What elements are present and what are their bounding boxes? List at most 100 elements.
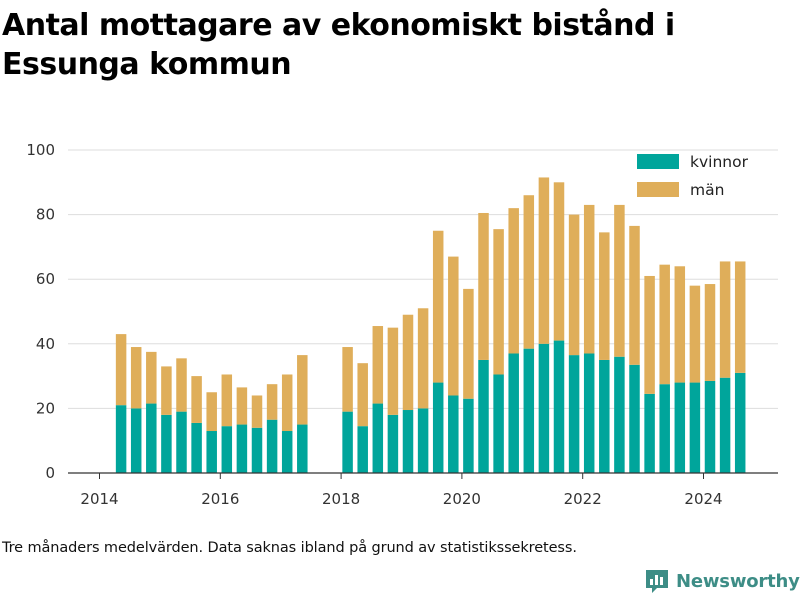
x-tick-label: 2020 xyxy=(443,490,481,508)
legend-label: kvinnor xyxy=(690,153,749,171)
bar-kvinnor xyxy=(599,359,610,473)
bar-man xyxy=(297,355,308,425)
legend-swatch xyxy=(637,154,679,169)
y-tick-label: 100 xyxy=(26,141,55,159)
bar-man xyxy=(417,308,429,409)
bar-kvinnor xyxy=(146,403,157,473)
bar-man xyxy=(281,374,293,432)
bar-man xyxy=(130,347,142,409)
newsworthy-brand[interactable]: Newsworthy xyxy=(644,568,800,594)
x-tick-label: 2016 xyxy=(201,490,239,508)
bar-man xyxy=(659,264,670,385)
legend-label: män xyxy=(690,181,724,199)
bar-man xyxy=(719,261,731,378)
bar-man xyxy=(236,387,248,425)
bar-kvinnor xyxy=(115,405,127,473)
bar-kvinnor xyxy=(297,424,308,473)
bar-kvinnor xyxy=(206,431,217,473)
bar-kvinnor xyxy=(493,374,504,473)
bar-kvinnor xyxy=(614,356,625,473)
bar-man xyxy=(568,214,580,356)
bar-kvinnor xyxy=(478,359,489,473)
bar-man xyxy=(599,232,610,360)
y-tick-label: 0 xyxy=(45,464,55,482)
bar-man xyxy=(508,208,519,354)
bar-kvinnor xyxy=(659,384,670,473)
bar-man xyxy=(387,327,399,415)
bar-kvinnor xyxy=(130,408,142,473)
bar-kvinnor xyxy=(191,422,202,473)
brand-name: Newsworthy xyxy=(676,570,800,592)
footnote: Tre månaders medelvärden. Data saknas ib… xyxy=(2,540,577,556)
bar-kvinnor xyxy=(161,414,172,473)
bar-kvinnor xyxy=(463,398,474,473)
bar-man xyxy=(629,225,640,365)
bar-kvinnor xyxy=(251,427,263,473)
bar-man xyxy=(583,204,595,354)
bar-man xyxy=(251,395,263,428)
bar-man xyxy=(463,288,474,399)
bar-kvinnor xyxy=(402,410,414,473)
bar-man xyxy=(538,177,550,344)
bar-man xyxy=(115,334,127,406)
bar-kvinnor xyxy=(266,419,278,473)
x-tick-label: 2024 xyxy=(684,490,722,508)
x-tick-label: 2022 xyxy=(564,490,602,508)
bar-kvinnor xyxy=(236,424,248,473)
bar-man xyxy=(704,284,716,381)
bar-man xyxy=(448,256,459,396)
y-tick-label: 40 xyxy=(36,335,55,353)
y-tick-label: 60 xyxy=(36,270,55,288)
bar-man xyxy=(206,392,217,432)
bar-man xyxy=(432,230,444,383)
bar-man xyxy=(372,326,384,404)
legend: kvinnor män xyxy=(637,153,749,199)
bar-kvinnor xyxy=(629,364,640,473)
bar-man xyxy=(176,358,187,412)
bar-series xyxy=(115,177,746,473)
bar-man xyxy=(161,366,172,415)
legend-swatch xyxy=(637,182,679,197)
bar-man xyxy=(674,266,686,383)
bar-kvinnor xyxy=(176,411,187,473)
bar-kvinnor xyxy=(281,431,293,473)
y-axis-ticks: 0 20 40 60 80 100 xyxy=(26,141,55,482)
bar-man xyxy=(342,347,353,412)
bar-kvinnor xyxy=(508,353,519,473)
x-tick-label: 2018 xyxy=(322,490,360,508)
bar-man xyxy=(493,229,504,375)
bar-man xyxy=(614,204,625,357)
bar-kvinnor xyxy=(387,414,399,473)
y-tick-label: 80 xyxy=(36,206,55,224)
bar-kvinnor xyxy=(357,426,368,473)
chart-title: Antal mottagare av ekonomiskt bistånd i … xyxy=(2,8,675,82)
bar-kvinnor xyxy=(674,382,686,473)
bar-kvinnor xyxy=(704,380,716,473)
bar-man xyxy=(689,285,701,383)
newsworthy-logo-icon xyxy=(644,568,670,594)
x-tick-label: 2014 xyxy=(80,490,118,508)
bar-kvinnor xyxy=(644,393,655,473)
bar-man xyxy=(523,195,535,349)
bar-kvinnor xyxy=(448,395,459,473)
bar-man xyxy=(357,363,368,427)
bar-kvinnor xyxy=(568,355,580,473)
bar-kvinnor xyxy=(372,403,384,473)
y-tick-label: 20 xyxy=(36,399,55,417)
bar-kvinnor xyxy=(583,353,595,473)
bar-kvinnor xyxy=(553,340,565,473)
bar-kvinnor xyxy=(342,411,353,473)
bar-kvinnor xyxy=(417,408,429,473)
bar-man xyxy=(553,182,565,341)
bar-man xyxy=(644,275,655,394)
bar-man xyxy=(478,212,489,360)
bar-man xyxy=(146,351,157,404)
bar-kvinnor xyxy=(719,377,731,473)
bar-man xyxy=(266,384,278,420)
bar-kvinnor xyxy=(689,382,701,473)
x-axis: 2014 2016 2018 2020 2022 2024 xyxy=(68,472,778,508)
bar-kvinnor xyxy=(432,382,444,473)
bar-kvinnor xyxy=(538,343,550,473)
